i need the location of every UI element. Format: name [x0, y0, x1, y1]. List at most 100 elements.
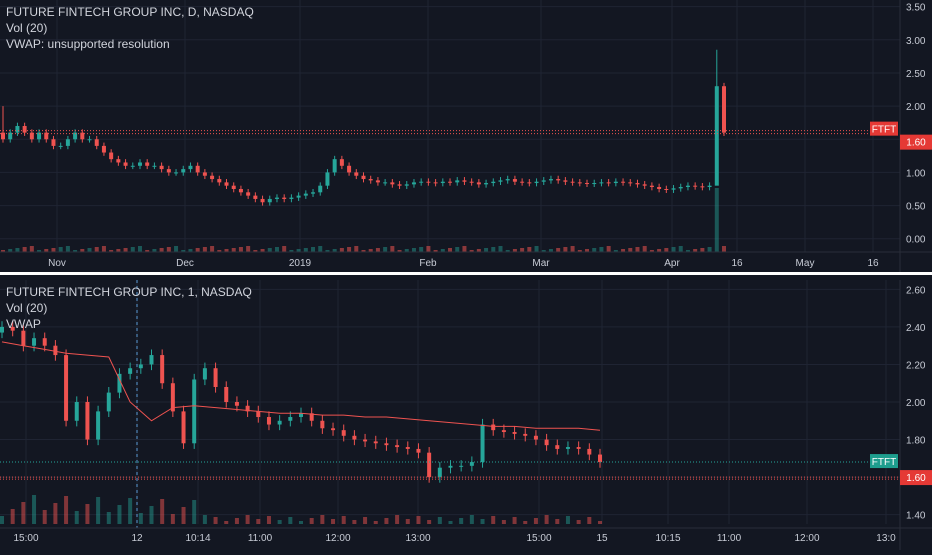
bottom-candle-30[interactable]	[320, 420, 325, 429]
top-candle-23[interactable]	[166, 169, 171, 173]
bottom-candle-26[interactable]	[277, 420, 282, 425]
top-candle-41[interactable]	[296, 195, 301, 198]
top-candle-13[interactable]	[94, 139, 99, 146]
bottom-candle-8[interactable]	[85, 402, 90, 440]
top-candle-81[interactable]	[585, 183, 590, 185]
bottom-candle-45[interactable]	[480, 424, 485, 463]
top-candle-83[interactable]	[599, 182, 604, 184]
top-candle-21[interactable]	[152, 165, 157, 167]
top-candle-36[interactable]	[260, 198, 265, 203]
top-candle-33[interactable]	[238, 189, 243, 193]
top-candle-90[interactable]	[649, 185, 654, 188]
top-candle-52[interactable]	[375, 180, 380, 183]
top-candle-4[interactable]	[29, 132, 34, 140]
bottom-candle-44[interactable]	[469, 462, 474, 466]
top-candle-30[interactable]	[217, 179, 222, 183]
top-candle-75[interactable]	[541, 180, 546, 182]
top-candle-98[interactable]	[707, 185, 712, 188]
bottom-candle-14[interactable]	[149, 355, 154, 365]
bottom-candle-40[interactable]	[427, 452, 432, 478]
top-candle-29[interactable]	[210, 175, 215, 180]
top-candle-5[interactable]	[37, 132, 42, 140]
top-candle-9[interactable]	[65, 139, 70, 146]
top-price-badge[interactable]	[900, 134, 932, 150]
bottom-candle-1[interactable]	[10, 326, 15, 331]
bottom-candle-55[interactable]	[587, 448, 592, 455]
top-candle-2[interactable]	[15, 126, 20, 133]
bottom-candle-39[interactable]	[416, 448, 421, 453]
top-candle-44[interactable]	[318, 185, 323, 193]
bottom-candle-35[interactable]	[373, 441, 378, 444]
top-candle-62[interactable]	[448, 181, 453, 183]
top-candle-46[interactable]	[332, 159, 337, 173]
pane-separator[interactable]	[0, 272, 932, 275]
top-candle-0[interactable]	[1, 132, 5, 140]
top-candle-22[interactable]	[159, 165, 164, 170]
top-candle-6[interactable]	[44, 132, 49, 140]
top-candle-76[interactable]	[548, 179, 553, 181]
bottom-candle-28[interactable]	[299, 413, 303, 418]
bottom-candle-11[interactable]	[117, 373, 122, 393]
top-candle-24[interactable]	[174, 172, 179, 174]
top-candle-15[interactable]	[109, 152, 114, 160]
bottom-candle-33[interactable]	[352, 435, 357, 440]
top-candle-37[interactable]	[267, 198, 272, 203]
bottom-candle-27[interactable]	[288, 417, 293, 421]
bottom-candle-12[interactable]	[128, 368, 133, 374]
top-candle-3[interactable]	[22, 126, 27, 133]
bottom-candle-47[interactable]	[501, 430, 506, 433]
top-candle-58[interactable]	[419, 181, 424, 183]
top-candle-99[interactable]	[714, 86, 719, 186]
top-candle-89[interactable]	[642, 184, 647, 186]
bottom-candle-21[interactable]	[224, 386, 229, 402]
top-candle-50[interactable]	[361, 175, 366, 180]
top-candle-39[interactable]	[282, 197, 287, 199]
top-candle-56[interactable]	[404, 184, 409, 186]
top-candle-86[interactable]	[621, 181, 626, 183]
bottom-candle-34[interactable]	[363, 439, 368, 442]
bottom-candle-15[interactable]	[160, 355, 165, 384]
top-candle-59[interactable]	[426, 181, 431, 183]
top-candle-10[interactable]	[73, 132, 78, 140]
bottom-candle-36[interactable]	[384, 443, 389, 446]
top-candle-19[interactable]	[137, 162, 142, 166]
bottom-candle-31[interactable]	[331, 428, 336, 431]
bottom-candle-43[interactable]	[459, 465, 464, 467]
top-candle-17[interactable]	[123, 162, 128, 166]
top-candle-16[interactable]	[116, 159, 121, 163]
bottom-candle-13[interactable]	[138, 364, 143, 369]
top-candle-26[interactable]	[188, 165, 193, 170]
bottom-candle-29[interactable]	[309, 413, 314, 421]
vwap-line[interactable]	[1, 341, 601, 431]
bottom-candle-3[interactable]	[32, 338, 37, 346]
bottom-symbol-badge[interactable]	[870, 454, 898, 469]
top-candle-43[interactable]	[311, 192, 316, 194]
top-candle-96[interactable]	[693, 185, 698, 187]
bottom-candle-2[interactable]	[21, 330, 26, 346]
top-candle-55[interactable]	[397, 184, 402, 186]
top-candle-87[interactable]	[628, 182, 633, 184]
top-candle-78[interactable]	[563, 180, 568, 182]
top-candle-77[interactable]	[556, 179, 561, 181]
bottom-candle-10[interactable]	[106, 392, 111, 412]
top-candle-91[interactable]	[657, 187, 662, 189]
top-candle-35[interactable]	[253, 195, 258, 199]
bottom-candle-38[interactable]	[405, 447, 410, 449]
top-candle-57[interactable]	[411, 182, 416, 185]
bottom-candle-20[interactable]	[213, 368, 218, 387]
bottom-candle-42[interactable]	[448, 465, 453, 468]
bottom-legend-symbol[interactable]: FUTURE FINTECH GROUP INC, 1, NASDAQ	[6, 285, 252, 299]
bottom-candle-19[interactable]	[202, 368, 207, 380]
bottom-candle-25[interactable]	[266, 417, 271, 425]
bottom-candle-23[interactable]	[245, 405, 250, 412]
top-legend-symbol[interactable]: FUTURE FINTECH GROUP INC, D, NASDAQ	[6, 5, 254, 19]
bottom-candle-51[interactable]	[544, 439, 549, 446]
bottom-candle-48[interactable]	[512, 432, 517, 434]
top-candle-25[interactable]	[181, 169, 186, 173]
top-candle-64[interactable]	[462, 180, 467, 182]
bottom-candle-32[interactable]	[341, 430, 346, 436]
top-candle-63[interactable]	[455, 180, 460, 183]
top-candle-66[interactable]	[476, 182, 481, 185]
bottom-candle-5[interactable]	[53, 345, 58, 356]
